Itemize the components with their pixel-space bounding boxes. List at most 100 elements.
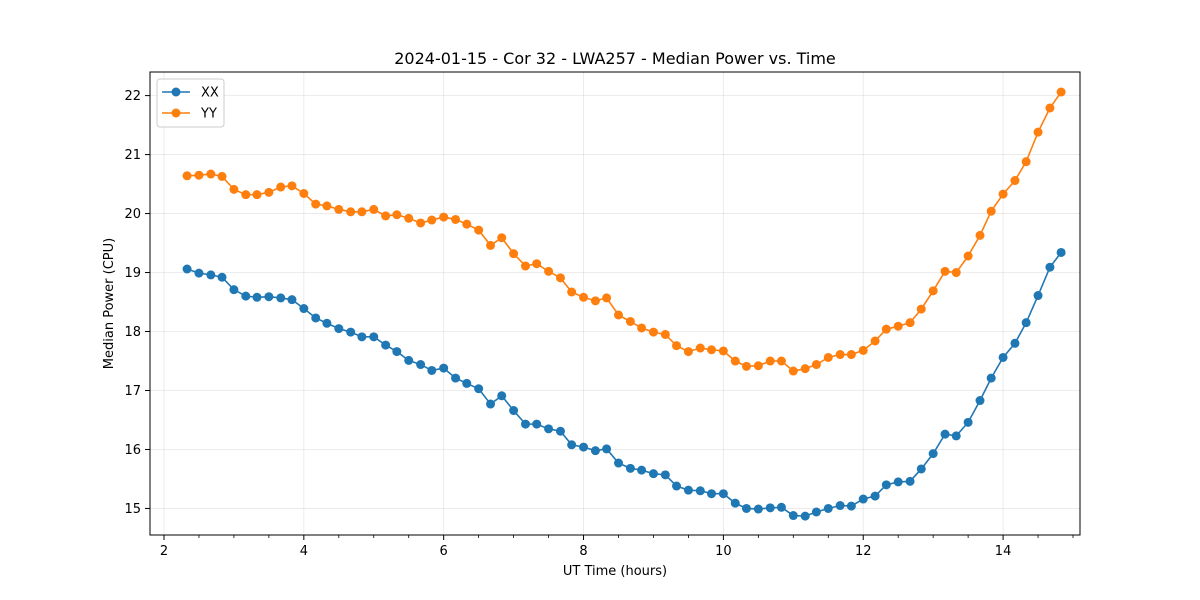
data-point	[579, 292, 589, 302]
data-point	[683, 485, 693, 495]
data-point	[229, 184, 239, 194]
data-point	[194, 170, 204, 180]
data-point	[648, 327, 658, 337]
data-point	[474, 225, 484, 235]
data-point	[811, 360, 821, 370]
data-point	[672, 341, 682, 351]
data-point	[905, 318, 915, 328]
data-point	[823, 503, 833, 513]
data-point	[567, 287, 577, 297]
data-point	[893, 321, 903, 331]
data-point	[182, 171, 192, 181]
data-point	[404, 355, 414, 365]
data-point	[881, 480, 891, 490]
x-tick-label: 10	[715, 544, 732, 559]
data-point	[637, 323, 647, 333]
data-point	[451, 373, 461, 383]
data-point	[217, 171, 227, 181]
data-point	[765, 356, 775, 366]
data-point	[1045, 262, 1055, 272]
data-point	[951, 431, 961, 441]
data-point	[322, 318, 332, 328]
data-point	[416, 218, 426, 228]
data-point	[532, 259, 542, 269]
data-point	[194, 268, 204, 278]
data-point	[881, 324, 891, 334]
data-point	[439, 363, 449, 373]
data-point	[741, 361, 751, 371]
data-point	[404, 213, 414, 223]
legend-item-xx: XX	[162, 86, 219, 101]
x-tick-label: 2	[160, 544, 168, 559]
data-point	[486, 399, 496, 409]
data-point	[497, 391, 507, 401]
y-tick-label: 18	[124, 325, 141, 340]
data-point	[672, 481, 682, 491]
data-point	[660, 329, 670, 339]
data-point	[648, 469, 658, 479]
y-tick-label: 21	[124, 148, 141, 163]
data-point	[544, 266, 554, 276]
data-point	[287, 181, 297, 191]
data-point	[613, 458, 623, 468]
data-point	[613, 310, 623, 320]
data-point	[346, 327, 356, 337]
data-point	[532, 419, 542, 429]
data-point	[462, 378, 472, 388]
data-point	[520, 261, 530, 271]
data-point	[835, 501, 845, 511]
data-point	[625, 316, 635, 326]
data-point	[264, 187, 274, 197]
data-point	[893, 477, 903, 487]
data-point	[602, 293, 612, 303]
data-point	[870, 491, 880, 501]
data-point	[975, 230, 985, 240]
data-point	[730, 498, 740, 508]
data-point	[1033, 291, 1043, 301]
data-point	[590, 296, 600, 306]
data-point	[451, 214, 461, 224]
chart-title: 2024-01-15 - Cor 32 - LWA257 - Median Po…	[394, 49, 836, 68]
data-point	[416, 360, 426, 370]
x-tick-label: 8	[579, 544, 587, 559]
legend-label: YY	[200, 107, 217, 122]
data-point	[683, 347, 693, 357]
data-point	[334, 204, 344, 214]
data-point	[916, 304, 926, 314]
data-point	[823, 352, 833, 362]
data-point	[846, 350, 856, 360]
legend: XX YY	[156, 78, 225, 128]
data-point	[695, 343, 705, 353]
data-point	[718, 489, 728, 499]
data-point	[299, 189, 309, 199]
data-point	[660, 470, 670, 480]
data-point	[276, 293, 286, 303]
data-point	[462, 219, 472, 229]
y-tick-label: 20	[124, 207, 141, 222]
data-point	[986, 206, 996, 216]
data-point	[870, 336, 880, 346]
legend-swatch-marker	[171, 87, 181, 97]
data-point	[544, 424, 554, 434]
x-tick-label: 12	[855, 544, 872, 559]
data-point	[497, 233, 507, 243]
data-point	[811, 507, 821, 517]
data-point	[486, 240, 496, 250]
data-point	[206, 169, 216, 179]
data-point	[217, 272, 227, 282]
legend-swatch-marker	[171, 108, 181, 118]
data-point	[381, 340, 391, 350]
data-point	[427, 365, 437, 375]
data-point	[835, 350, 845, 360]
y-axis-label: Median Power (CPU)	[102, 238, 117, 369]
data-point	[287, 295, 297, 305]
data-point	[1056, 247, 1066, 257]
data-point	[1021, 318, 1031, 328]
data-point	[241, 190, 251, 200]
data-point	[276, 182, 286, 192]
data-point	[567, 440, 577, 450]
data-point	[427, 215, 437, 225]
y-tick-label: 19	[124, 266, 141, 281]
data-point	[800, 364, 810, 374]
